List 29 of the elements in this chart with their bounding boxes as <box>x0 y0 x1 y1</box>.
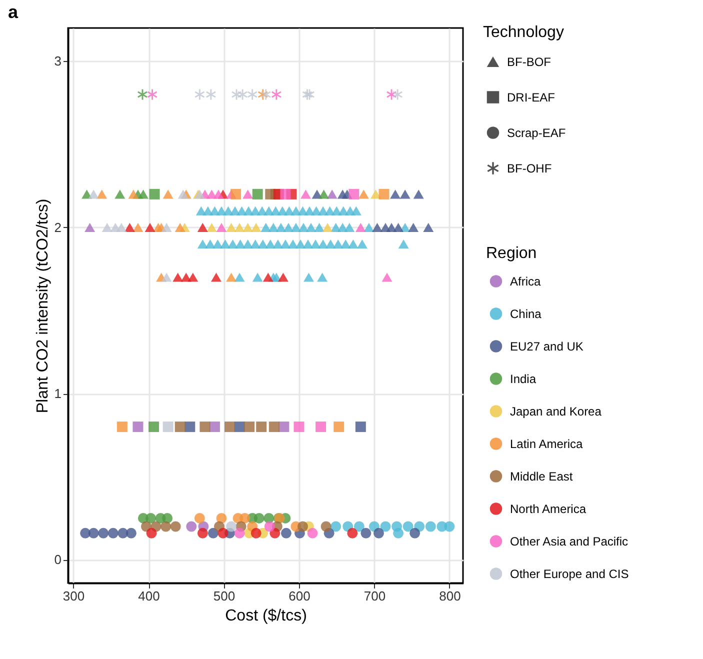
category-label: BF-BOF <box>507 54 551 69</box>
x-tick-label: 700 <box>364 588 386 604</box>
category-label: BF-OHF <box>507 161 552 176</box>
x-tick-label: 600 <box>288 588 310 604</box>
x-axis-title: Cost ($/tcs) <box>225 608 307 624</box>
y-tick-label: 3 <box>54 54 62 69</box>
x-tick-label: 300 <box>62 588 85 604</box>
x-tick-label: 400 <box>138 588 160 604</box>
category-label: EU27 and UK <box>510 339 584 354</box>
chart-title: a <box>8 2 19 22</box>
category-label: Other Asia and Pacific <box>510 534 628 548</box>
y-axis-title: Plant CO2 intensity (tCO2/tcs) <box>34 198 52 414</box>
category-label: India <box>510 372 536 386</box>
y-tick-label: 2 <box>54 220 62 235</box>
y-tick-label: 1 <box>54 386 62 402</box>
category-label: China <box>510 306 542 321</box>
category-label: Scrap-EAF <box>507 126 566 140</box>
text: Region <box>486 245 537 262</box>
category-label: Japan and Korea <box>510 404 602 418</box>
category-label: Latin America <box>510 436 584 451</box>
category-label: DRI-EAF <box>507 90 555 104</box>
category-label: Other Europe and CIS <box>510 566 629 581</box>
y-tick-label: 0 <box>54 552 62 568</box>
category-label: North America <box>510 502 586 516</box>
x-tick-label: 500 <box>213 588 236 604</box>
x-tick-label: 800 <box>439 588 461 604</box>
text: Technology <box>483 24 564 41</box>
category-label: Middle East <box>510 469 574 484</box>
category-label: Africa <box>510 274 541 288</box>
